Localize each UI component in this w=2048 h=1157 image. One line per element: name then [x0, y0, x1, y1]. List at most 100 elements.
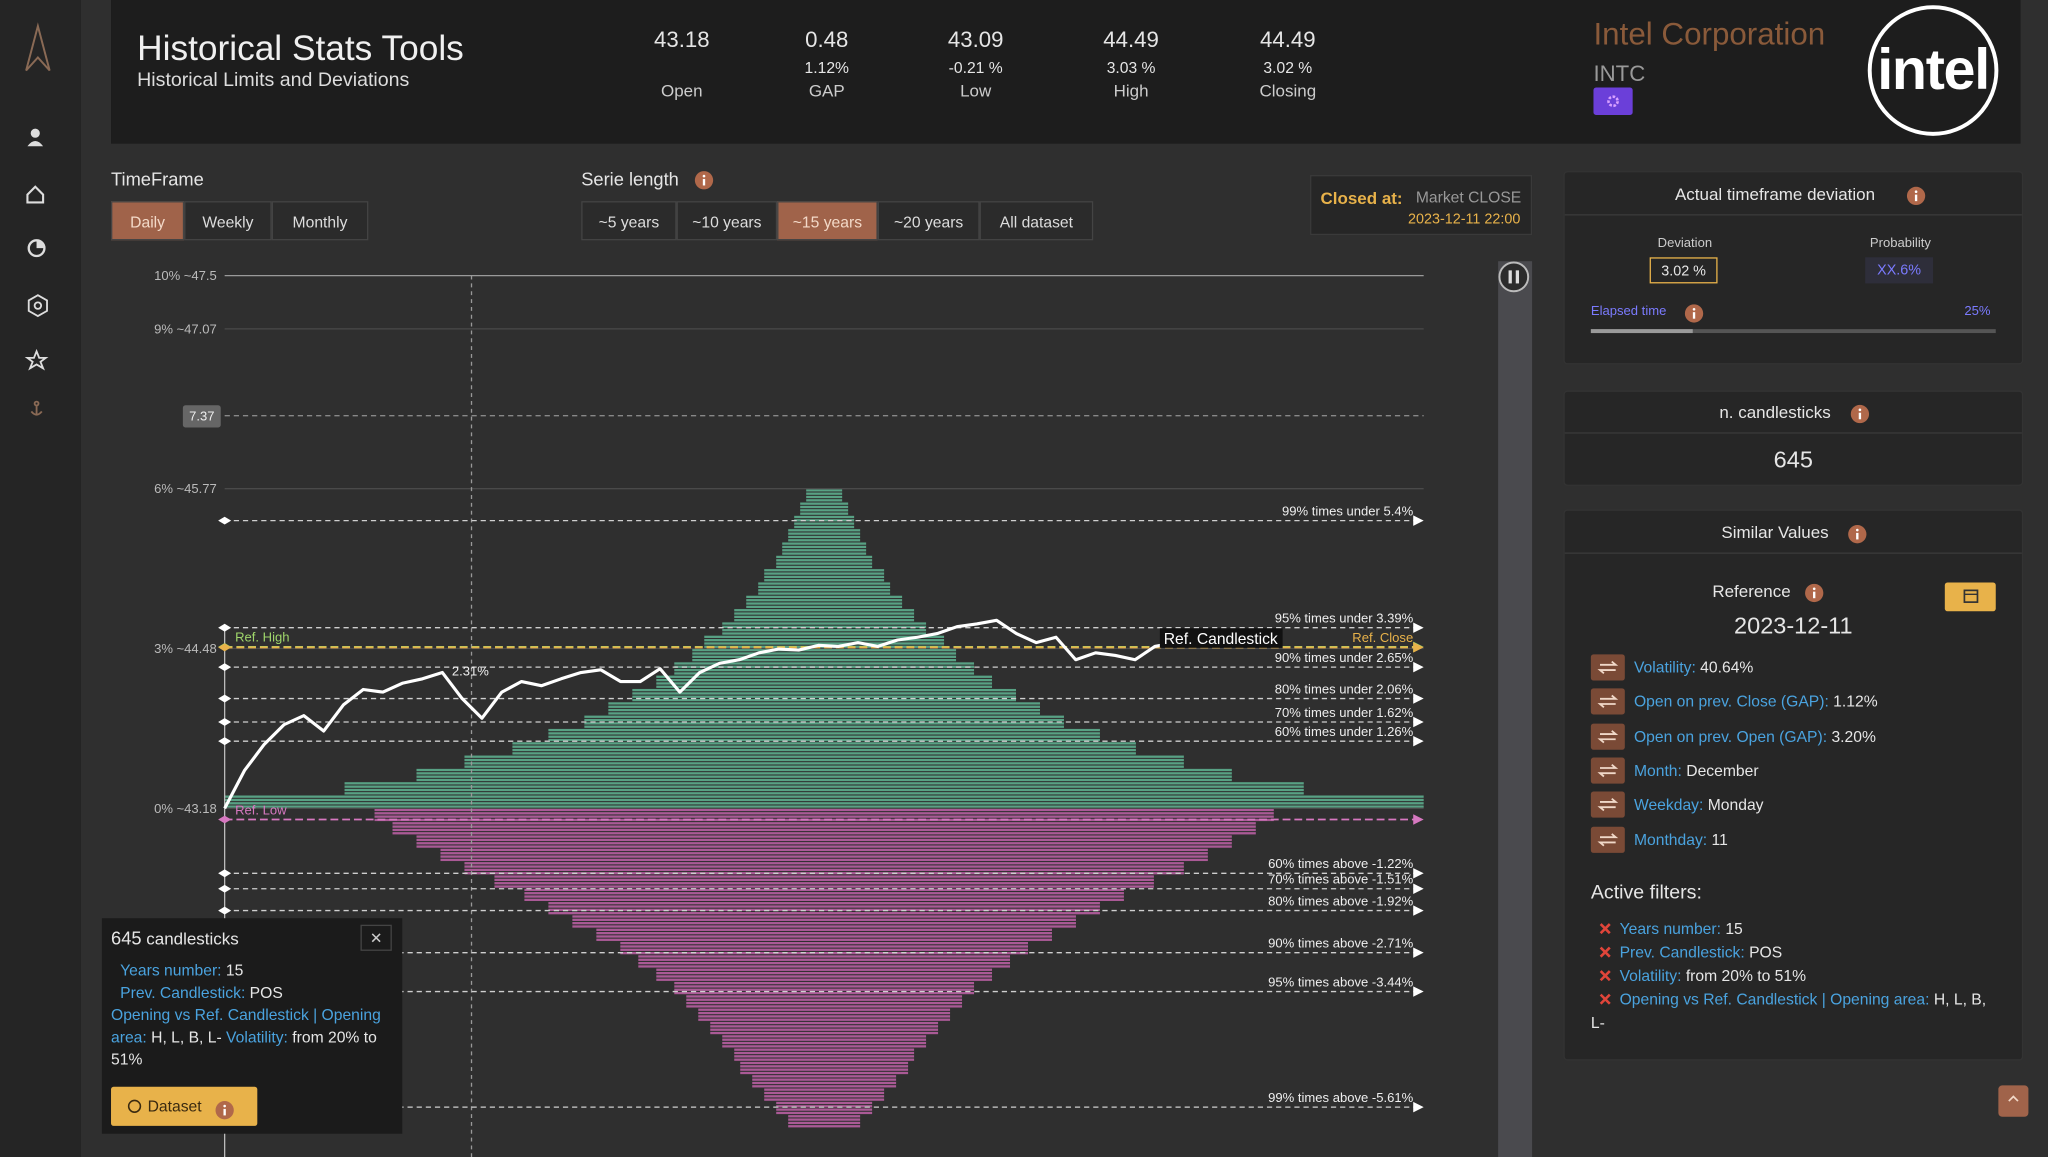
settings-button[interactable] — [1593, 87, 1633, 115]
level-arrow — [1413, 735, 1424, 747]
filter-value: H, L, B, L- — [151, 1027, 222, 1047]
item-value: 40.64% — [1700, 658, 1754, 677]
bar-stripe — [548, 738, 1100, 742]
swap-button[interactable] — [1590, 688, 1625, 715]
nav-home[interactable] — [26, 185, 45, 204]
candlesticks-panel: n. candlesticks 645 — [1563, 390, 2024, 486]
option-button[interactable]: All dataset — [979, 201, 1094, 241]
circle-shape — [1812, 587, 1816, 591]
histogram-bar — [758, 582, 891, 595]
bar-stripe — [710, 1025, 939, 1028]
bar-stripe — [674, 985, 975, 988]
swap-button[interactable] — [1590, 757, 1625, 784]
scroll-top-button[interactable] — [1998, 1085, 2029, 1117]
info-glyph — [1850, 404, 1870, 424]
info-glyph — [1848, 525, 1867, 544]
calendar-button[interactable] — [1944, 582, 1996, 612]
remove-filter[interactable] — [1599, 922, 1612, 935]
dataset-button[interactable]: Dataset — [111, 1086, 258, 1126]
serie-length-label: Serie length — [581, 168, 679, 190]
reference-date: 2023-12-11 — [1734, 612, 1853, 639]
option-button[interactable]: ~5 years — [581, 201, 677, 241]
app-logo — [25, 22, 51, 72]
option-button[interactable]: Daily — [111, 201, 185, 241]
bar-stripe — [440, 858, 1208, 862]
item-value: December — [1686, 761, 1759, 780]
bar-stripe — [464, 868, 1184, 872]
bar-stripe — [416, 768, 1232, 772]
histogram-bar — [782, 542, 867, 555]
stat-change: 3.02 % — [1263, 58, 1313, 78]
histogram-bar — [464, 755, 1184, 768]
bar-stripe — [698, 1018, 951, 1021]
stat-value: 44.49 — [1260, 27, 1316, 53]
bar-stripe — [440, 848, 1208, 852]
swap-button[interactable] — [1590, 826, 1625, 853]
bar-stripe — [800, 509, 849, 512]
similar-item: Monthday: 11 — [1634, 830, 1728, 848]
bar-stripe — [734, 609, 915, 612]
bar-stripe — [698, 1008, 951, 1011]
item-value: 11 — [1711, 830, 1728, 849]
info-icon[interactable] — [1684, 303, 1705, 330]
level-start — [218, 718, 232, 726]
option-button[interactable]: ~20 years — [877, 201, 980, 241]
option-button[interactable]: ~10 years — [676, 201, 778, 241]
bar-stripe — [608, 712, 1040, 715]
level-label: 70% times above -1.51% — [1268, 872, 1413, 887]
level-start — [218, 663, 232, 672]
close-button[interactable] — [360, 924, 392, 951]
company-name: Intel Corporation — [1593, 16, 1826, 53]
closed-datetime: 2023-12-11 22:00 — [1407, 211, 1521, 228]
bar-stripe — [740, 1068, 909, 1071]
active-filter: Volatility: from 20% to 51% — [1591, 964, 1996, 988]
swap-button[interactable] — [1590, 654, 1625, 681]
nav-network[interactable] — [27, 294, 48, 318]
chart-scrollbar[interactable] — [1498, 261, 1533, 1157]
option-button[interactable]: Weekly — [184, 201, 272, 241]
info-icon[interactable] — [1804, 583, 1825, 610]
remove-filter[interactable] — [1599, 993, 1612, 1006]
info-icon[interactable] — [694, 170, 715, 197]
bar-stripe — [764, 1098, 885, 1101]
pause-button[interactable] — [1498, 261, 1530, 293]
bar-stripe — [548, 905, 1100, 908]
bar-stripe — [794, 515, 855, 519]
bar-stripe — [572, 918, 1076, 921]
info-icon[interactable] — [1847, 524, 1868, 551]
reference-label: Reference — [1712, 581, 1791, 601]
level-label: 60% times above -1.22% — [1268, 856, 1413, 871]
info-glyph — [1684, 304, 1704, 323]
info-glyph — [215, 1101, 234, 1120]
bar-stripe — [464, 758, 1184, 762]
bar-stripe — [632, 692, 1017, 695]
bar-stripe — [524, 892, 1124, 895]
circle-shape — [1914, 190, 1918, 194]
info-icon[interactable] — [214, 1096, 235, 1135]
nav-profile[interactable] — [27, 128, 44, 147]
level-start — [218, 906, 232, 915]
info-icon[interactable] — [1906, 185, 1927, 212]
level-start — [218, 516, 232, 525]
bar-stripe — [656, 685, 993, 688]
bar-stripe — [608, 702, 1040, 705]
info-icon[interactable] — [1849, 404, 1870, 431]
bar-stripe — [656, 975, 993, 978]
bar-stripe — [344, 792, 1304, 795]
remove-filter[interactable] — [1599, 969, 1612, 982]
option-button[interactable]: ~15 years — [777, 201, 878, 241]
option-button[interactable]: Monthly — [271, 201, 369, 241]
filter-key: Volatility: — [1619, 966, 1682, 985]
bar-stripe — [344, 785, 1304, 788]
bar-stripe — [806, 499, 843, 502]
nav-chart[interactable] — [27, 239, 46, 258]
swap-button[interactable] — [1590, 723, 1625, 750]
swap-icon — [1597, 763, 1619, 778]
swap-button[interactable] — [1590, 791, 1625, 818]
filter-value: H, L, B, L- — [1590, 990, 1987, 1032]
nav-favorites[interactable] — [24, 348, 49, 371]
histogram-bar — [722, 622, 927, 635]
level-arrow — [1413, 986, 1424, 997]
remove-filter[interactable] — [1599, 946, 1612, 959]
nav-anchor[interactable] — [30, 400, 43, 416]
